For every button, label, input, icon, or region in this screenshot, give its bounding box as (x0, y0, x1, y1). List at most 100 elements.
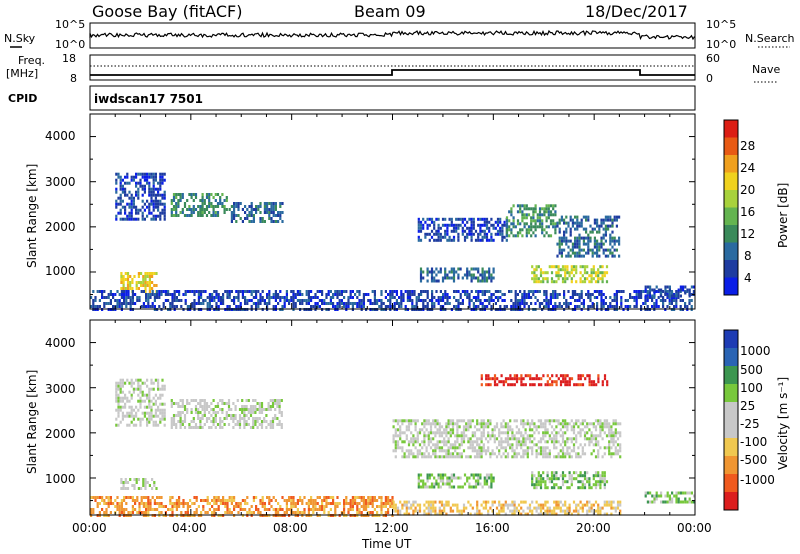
scatter-cell (263, 220, 266, 223)
scatter-cell (616, 422, 620, 426)
scatter-cell (577, 374, 580, 378)
scatter-cell (200, 499, 203, 502)
scatter-cell (443, 503, 446, 507)
scatter-cell (555, 477, 558, 481)
scatter-cell (125, 293, 128, 296)
scatter-cell (488, 226, 491, 230)
scatter-cell (470, 299, 473, 302)
scatter-cell (576, 224, 579, 228)
scatter-cell (461, 485, 464, 489)
scatter-cell (506, 434, 510, 438)
scatter-cell (659, 299, 662, 302)
scatter-cell (224, 502, 227, 505)
scatter-cell (566, 277, 569, 281)
scatter-cell (429, 500, 433, 504)
scatter-cell (148, 420, 151, 424)
scatter-cell (506, 506, 510, 510)
scatter-cell (356, 296, 359, 299)
power-ylabel: Slant Range [km] (25, 164, 39, 268)
scatter-cell (468, 482, 471, 486)
scatter-cell (245, 420, 248, 423)
scatter-cell (435, 479, 438, 483)
scatter-cell (575, 503, 578, 507)
scatter-cell (222, 496, 225, 499)
scatter-cell (347, 299, 350, 302)
scatter-cell (597, 440, 600, 444)
scatter-cell (323, 511, 326, 514)
scatter-cell (581, 452, 584, 456)
scatter-cell (179, 211, 182, 214)
scatter-cell (112, 502, 115, 505)
scatter-cell (561, 474, 565, 478)
scatter-cell (419, 229, 423, 233)
scatter-cell (519, 228, 522, 232)
scatter-cell (545, 293, 548, 296)
scatter-cell (212, 420, 215, 423)
scatter-cell (446, 232, 449, 236)
scatter-cell (570, 480, 573, 484)
scatter-cell (456, 428, 459, 432)
scatter-cell (244, 302, 247, 305)
scatter-cell (234, 417, 237, 420)
scatter-cell (589, 224, 592, 228)
scatter-cell (451, 446, 455, 450)
scatter-cell (580, 218, 583, 222)
scatter-cell (587, 242, 590, 246)
scatter-cell (498, 380, 501, 384)
scatter-cell (534, 234, 537, 238)
scatter-cell (167, 290, 170, 293)
scatter-cell (219, 302, 222, 305)
scatter-cell (488, 220, 491, 224)
scatter-cell (325, 496, 328, 499)
freq-label: Freq. (18, 54, 45, 67)
power-cb-tick-12: 12 (740, 227, 755, 241)
scatter-cell (572, 500, 576, 504)
scatter-cell (150, 417, 153, 421)
scatter-cell (146, 199, 149, 203)
scatter-cell (403, 512, 406, 516)
scatter-cell (587, 233, 590, 237)
scatter-cell (278, 405, 281, 408)
scatter-cell (515, 446, 518, 450)
scatter-cell (126, 193, 129, 197)
scatter-cell (252, 290, 255, 293)
scatter-cell (403, 440, 406, 444)
scatter-cell (167, 293, 170, 296)
scatter-cell (194, 196, 198, 199)
scatter-cell (212, 399, 215, 402)
scatter-cell (338, 302, 341, 305)
scatter-cell (546, 512, 549, 516)
scatter-cell (581, 503, 584, 507)
scatter-cell (478, 455, 481, 459)
scatter-cell (688, 291, 691, 295)
scatter-cell (488, 299, 491, 302)
scatter-cell (154, 175, 157, 179)
scatter-cell (389, 305, 392, 308)
scatter-cell (135, 205, 138, 209)
scatter-cell (521, 204, 524, 208)
scatter-cell (443, 455, 446, 459)
scatter-cell (427, 503, 430, 507)
scatter-cell (131, 296, 134, 299)
scatter-cell (494, 232, 497, 236)
scatter-cell (624, 299, 627, 302)
scatter-cell (380, 293, 383, 296)
scatter-cell (263, 208, 266, 211)
scatter-cell (426, 217, 429, 221)
scatter-cell (506, 425, 510, 429)
scatter-cell (590, 380, 593, 384)
scatter-cell (151, 293, 154, 296)
scatter-cell (461, 290, 464, 293)
scatter-cell (502, 380, 505, 384)
scatter-cell (513, 434, 516, 438)
scatter-cell (480, 440, 483, 444)
scatter-cell (149, 502, 152, 505)
scatter-cell (157, 381, 160, 385)
scatter-cell (132, 408, 135, 412)
scatter-cell (544, 419, 547, 423)
scatter-cell (490, 235, 493, 239)
scatter-cell (445, 422, 448, 426)
scatter-cell (425, 434, 428, 438)
scatter-cell (477, 223, 480, 227)
scatter-cell (407, 452, 411, 456)
